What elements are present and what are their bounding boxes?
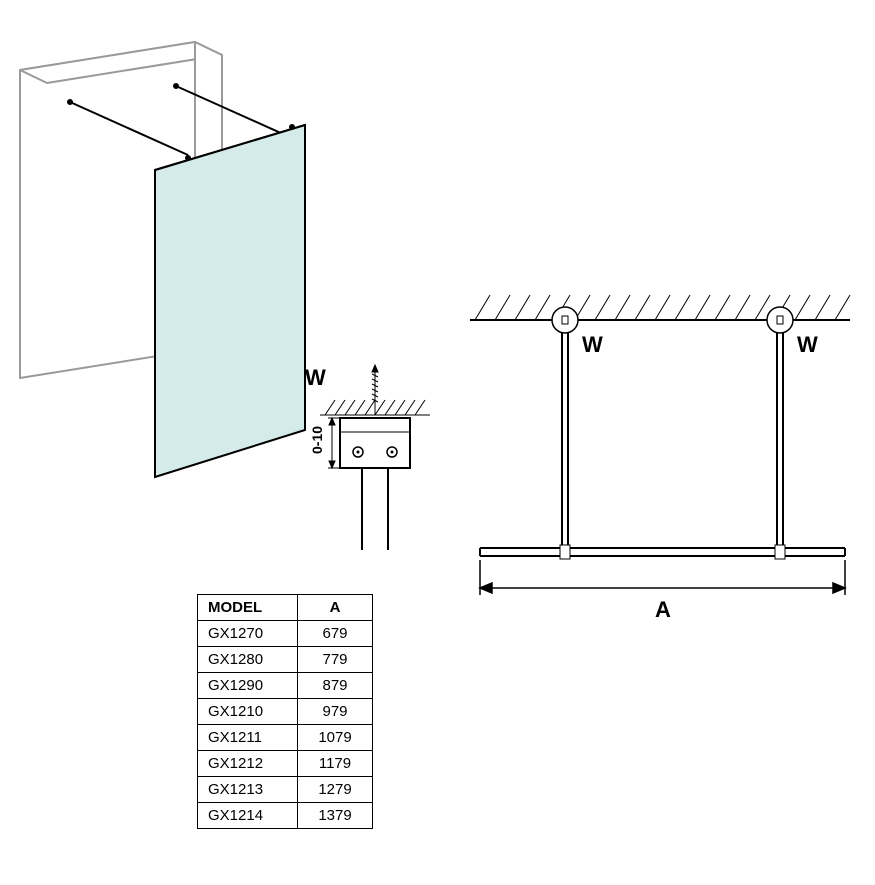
table-row: GX1214 1379 [198,803,373,829]
cell-model: GX1214 [198,803,298,829]
table-header-row: MODEL A [198,595,373,621]
cell-a: 1079 [298,725,373,751]
cell-a: 1279 [298,777,373,803]
cell-a: 1379 [298,803,373,829]
cell-a: 879 [298,673,373,699]
technical-diagram: W [0,0,875,880]
label-A: A [655,597,671,622]
cell-model: GX1213 [198,777,298,803]
isometric-view [20,42,305,477]
cell-a: 1179 [298,751,373,777]
cell-model: GX1210 [198,699,298,725]
cell-model: GX1270 [198,621,298,647]
cell-a: 779 [298,647,373,673]
model-table: MODEL A GX1270 679 GX1280 779 GX1290 879… [197,594,373,829]
table-row: GX1280 779 [198,647,373,673]
label-range: 0-10 [309,426,325,454]
bracket-detail: W [305,365,430,550]
table-row: GX1290 879 [198,673,373,699]
label-W: W [305,365,326,390]
table-header-model: MODEL [198,595,298,621]
label-W-right: W [797,332,818,357]
top-view: W W A [470,295,850,622]
table-row: GX1213 1279 [198,777,373,803]
table-header-A: A [298,595,373,621]
cell-model: GX1280 [198,647,298,673]
cell-model: GX1211 [198,725,298,751]
cell-model: GX1290 [198,673,298,699]
label-W-left: W [582,332,603,357]
cell-a: 679 [298,621,373,647]
table-row: GX1270 679 [198,621,373,647]
table-row: GX1211 1079 [198,725,373,751]
cell-model: GX1212 [198,751,298,777]
cell-a: 979 [298,699,373,725]
table-row: GX1210 979 [198,699,373,725]
table-row: GX1212 1179 [198,751,373,777]
